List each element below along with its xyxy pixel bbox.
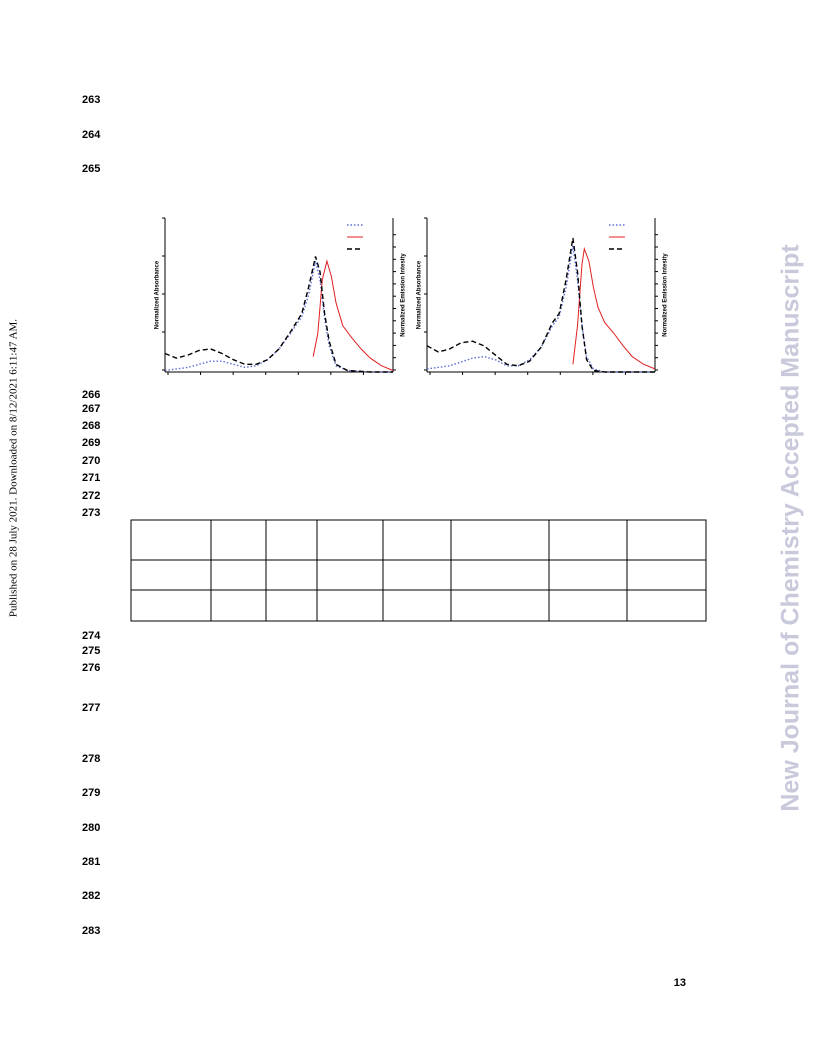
y2-axis-label: Normalized Emission Intesity bbox=[663, 253, 669, 337]
line-number: 273 bbox=[82, 507, 100, 519]
table-border bbox=[130, 519, 707, 622]
series-line bbox=[426, 237, 655, 373]
line-number: 269 bbox=[82, 437, 100, 449]
line-number: 270 bbox=[82, 455, 100, 467]
page-number: 13 bbox=[674, 977, 686, 989]
series-line bbox=[164, 256, 393, 373]
series-line bbox=[572, 246, 656, 370]
line-number: 283 bbox=[82, 925, 100, 937]
y-axis-label: Normalized Absorbance bbox=[155, 260, 161, 329]
line-number: 275 bbox=[82, 645, 100, 657]
line-number: 264 bbox=[82, 129, 101, 141]
sidebar-right: New Journal of Chemistry Accepted Manusc… bbox=[777, 244, 805, 812]
series-line bbox=[426, 245, 655, 373]
line-number: 276 bbox=[82, 662, 100, 674]
line-number: 281 bbox=[82, 856, 100, 868]
line-number: 266 bbox=[82, 389, 100, 401]
line-number: 280 bbox=[82, 822, 100, 834]
line-number: 267 bbox=[82, 403, 100, 415]
series-line bbox=[312, 259, 394, 371]
line-number: 271 bbox=[82, 472, 100, 484]
line-number: 279 bbox=[82, 787, 100, 799]
sidebar-left: Published on 28 July 2021. Downloaded on… bbox=[8, 319, 20, 617]
line-number: 263 bbox=[82, 94, 100, 106]
line-number: 272 bbox=[82, 490, 100, 502]
line-number: 282 bbox=[82, 890, 100, 902]
table bbox=[130, 519, 707, 622]
line-number: 278 bbox=[82, 753, 100, 765]
line-number: 265 bbox=[82, 163, 100, 175]
series-line bbox=[164, 260, 393, 373]
y2-axis-label: Normalized Emission Intesity bbox=[401, 253, 407, 337]
y-axis-label: Normalized Absorbance bbox=[417, 260, 423, 329]
line-number: 268 bbox=[82, 420, 100, 432]
line-number: 277 bbox=[82, 702, 100, 714]
line-number: 274 bbox=[82, 630, 101, 642]
